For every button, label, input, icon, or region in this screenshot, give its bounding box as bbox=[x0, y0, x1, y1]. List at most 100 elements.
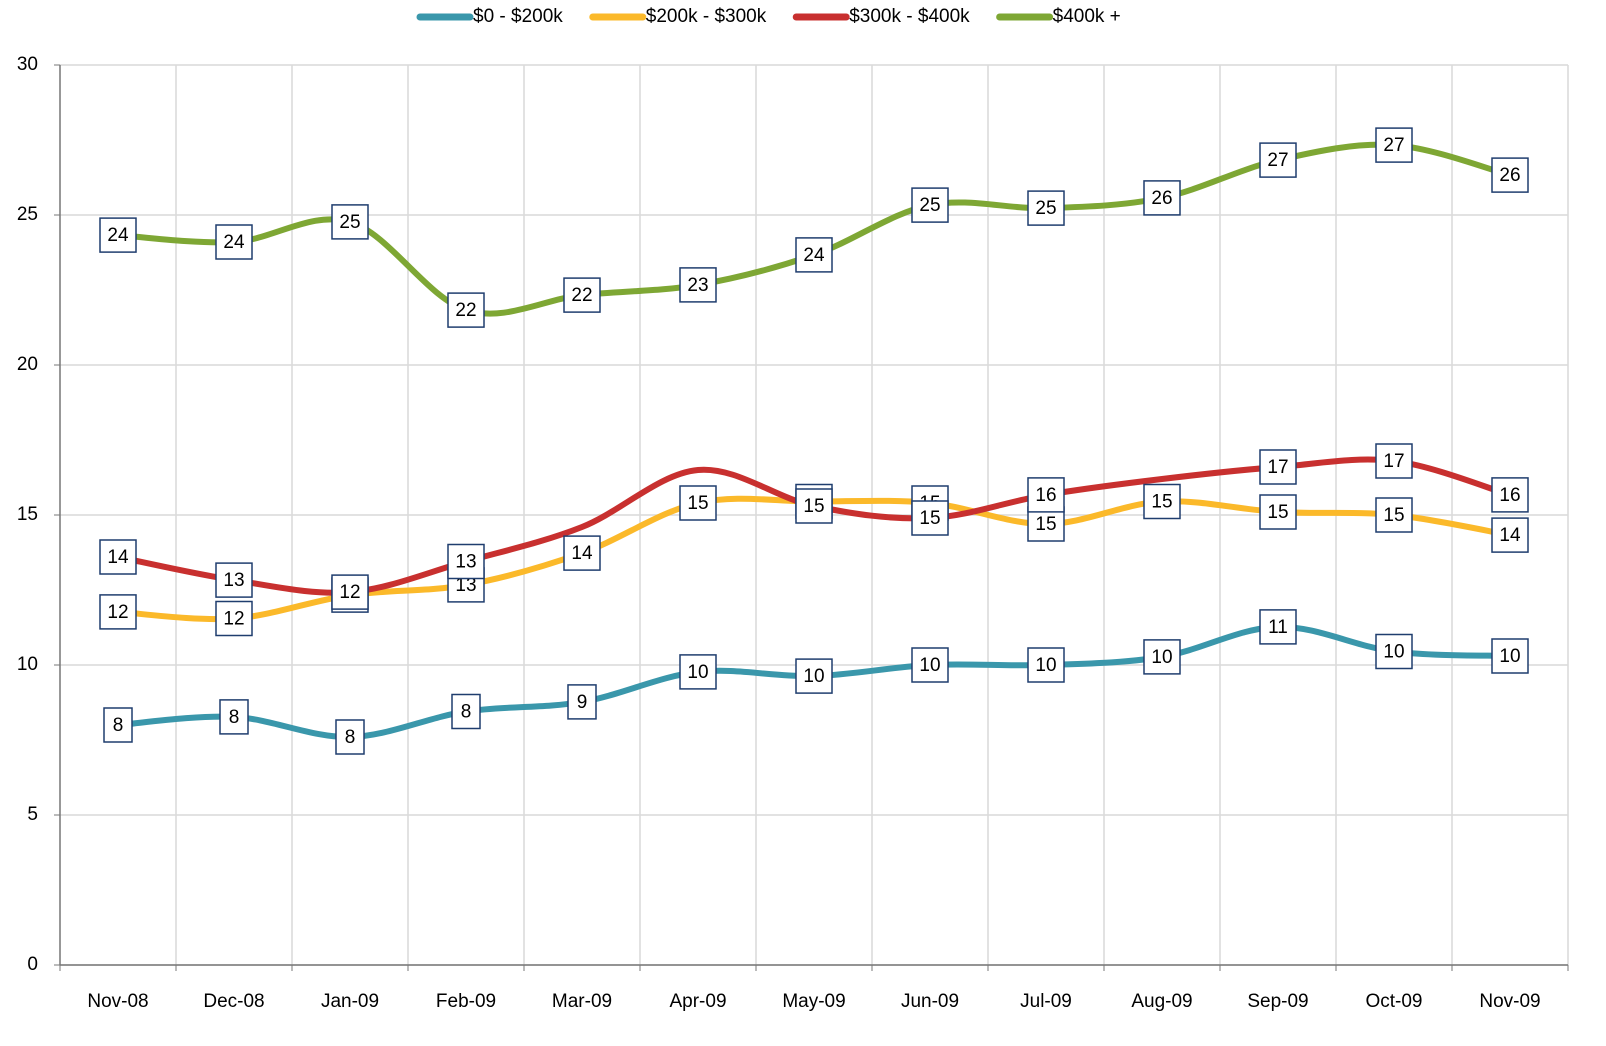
data-label-box bbox=[1143, 180, 1181, 216]
data-label-box bbox=[1259, 449, 1297, 485]
legend-label: $200k - $300k bbox=[646, 6, 767, 27]
y-tick-label: 20 bbox=[17, 354, 38, 375]
data-label: 15 bbox=[803, 496, 824, 517]
data-label: 27 bbox=[1267, 150, 1288, 171]
legend-label: $300k - $400k bbox=[849, 6, 970, 27]
y-tick-label: 5 bbox=[27, 804, 38, 825]
data-label: 8 bbox=[113, 715, 124, 736]
data-label-box bbox=[219, 699, 249, 735]
data-label: 26 bbox=[1499, 165, 1520, 186]
data-label-box bbox=[911, 187, 949, 223]
data-label-box bbox=[335, 719, 365, 755]
data-label: 12 bbox=[339, 582, 360, 603]
data-label-box bbox=[1375, 127, 1413, 163]
data-label: 13 bbox=[455, 552, 476, 573]
data-label: 26 bbox=[1151, 188, 1172, 209]
data-label: 14 bbox=[107, 547, 129, 568]
data-label: 12 bbox=[223, 609, 244, 630]
data-label-box bbox=[1375, 497, 1413, 533]
data-label: 8 bbox=[229, 707, 240, 728]
x-tick-label: Aug-09 bbox=[1131, 991, 1192, 1012]
data-label: 15 bbox=[1151, 492, 1172, 513]
x-tick-label: Nov-08 bbox=[87, 991, 148, 1012]
y-tick-label: 0 bbox=[27, 954, 38, 975]
data-label: 17 bbox=[1267, 457, 1288, 478]
data-label-box bbox=[1491, 517, 1529, 553]
x-tick-label: Dec-08 bbox=[203, 991, 264, 1012]
data-label-box bbox=[1491, 638, 1529, 674]
series-line bbox=[115, 456, 1513, 596]
data-label-box bbox=[679, 654, 717, 690]
data-label-box bbox=[103, 707, 133, 743]
data-label-box bbox=[1259, 142, 1297, 178]
data-label: 17 bbox=[1383, 451, 1404, 472]
data-label: 15 bbox=[1383, 505, 1404, 526]
data-label: 24 bbox=[223, 232, 245, 253]
data-label: 10 bbox=[919, 655, 940, 676]
x-tick-label: Oct-09 bbox=[1365, 991, 1422, 1012]
data-label-box bbox=[567, 684, 597, 720]
data-label-box bbox=[1027, 477, 1065, 513]
y-tick-label: 30 bbox=[17, 54, 38, 75]
data-label: 10 bbox=[1035, 655, 1056, 676]
data-label: 14 bbox=[571, 543, 593, 564]
data-label-box bbox=[563, 535, 601, 571]
x-tick-label: Sep-09 bbox=[1247, 991, 1308, 1012]
data-label-box bbox=[1375, 633, 1413, 670]
data-label-box bbox=[1259, 609, 1297, 645]
data-label-box bbox=[215, 562, 253, 598]
data-label-box bbox=[795, 488, 833, 524]
data-label: 16 bbox=[1499, 485, 1520, 506]
data-label: 15 bbox=[687, 493, 708, 514]
data-label-box bbox=[447, 543, 485, 580]
data-label-box bbox=[215, 224, 253, 260]
data-label: 25 bbox=[339, 212, 360, 233]
data-label: 25 bbox=[919, 195, 940, 216]
data-label: 24 bbox=[803, 245, 825, 266]
data-label: 10 bbox=[1383, 642, 1404, 663]
data-label: 9 bbox=[577, 692, 588, 713]
data-label: 25 bbox=[1035, 198, 1056, 219]
data-label-box bbox=[679, 485, 717, 521]
data-label: 24 bbox=[107, 225, 129, 246]
data-label: 15 bbox=[1035, 514, 1056, 535]
data-label: 22 bbox=[455, 300, 476, 321]
data-label: 8 bbox=[345, 727, 356, 748]
data-label-box bbox=[447, 292, 485, 328]
data-label-box bbox=[1027, 506, 1065, 542]
legend-label: $0 - $200k bbox=[473, 6, 563, 27]
data-label: 13 bbox=[223, 570, 244, 591]
data-label-box bbox=[1143, 639, 1181, 675]
series-line bbox=[115, 141, 1513, 317]
x-tick-label: Mar-09 bbox=[552, 991, 612, 1012]
data-label-box bbox=[331, 574, 369, 610]
data-label-box bbox=[795, 237, 833, 273]
data-label: 14 bbox=[1499, 525, 1521, 546]
data-label: 15 bbox=[919, 508, 940, 529]
data-label-box bbox=[1027, 190, 1065, 226]
data-label-box bbox=[1027, 647, 1065, 683]
data-label-box bbox=[1491, 157, 1529, 193]
data-label-box bbox=[215, 600, 253, 637]
data-label: 15 bbox=[1267, 502, 1288, 523]
data-label-box bbox=[1375, 443, 1413, 479]
data-label: 12 bbox=[107, 602, 128, 623]
data-label: 10 bbox=[687, 662, 708, 683]
data-label: 23 bbox=[687, 275, 708, 296]
data-label-box bbox=[911, 647, 949, 683]
data-label-box bbox=[1259, 494, 1297, 530]
data-label-box bbox=[99, 217, 137, 253]
x-tick-label: Jan-09 bbox=[321, 991, 379, 1012]
y-tick-label: 15 bbox=[17, 504, 38, 525]
data-label-box bbox=[795, 658, 833, 694]
y-tick-label: 10 bbox=[17, 654, 38, 675]
data-label: 10 bbox=[803, 666, 824, 687]
data-label: 10 bbox=[1151, 647, 1172, 668]
data-label-box bbox=[99, 594, 137, 630]
x-tick-label: Apr-09 bbox=[669, 991, 726, 1012]
data-label-box bbox=[99, 539, 137, 575]
data-label-box bbox=[451, 693, 481, 730]
data-label-box bbox=[563, 277, 601, 313]
x-tick-label: Nov-09 bbox=[1479, 991, 1540, 1012]
